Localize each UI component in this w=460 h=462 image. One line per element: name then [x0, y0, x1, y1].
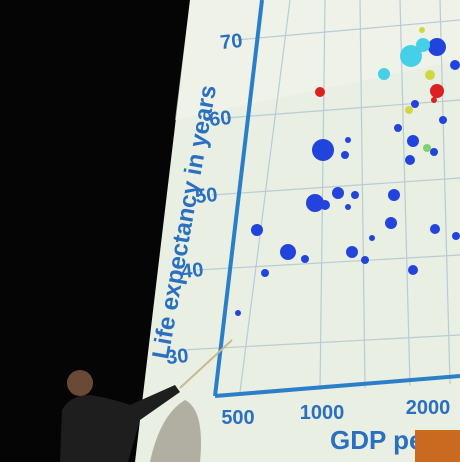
- colored-bubbles: [315, 27, 444, 152]
- x-ticks: 500 1000 2000: [221, 397, 450, 429]
- presenter-shadow: [150, 400, 201, 462]
- podium: [415, 430, 460, 462]
- presenter: [60, 385, 180, 462]
- y-tick-label: 60: [208, 107, 232, 131]
- bubbles: [235, 38, 460, 316]
- y-ticks: 70 60 50 40 30: [165, 30, 243, 369]
- y-tick-label: 40: [180, 259, 204, 283]
- presenter-head: [67, 370, 93, 396]
- x-tick-label: 500: [221, 407, 254, 429]
- y-tick-label: 70: [219, 30, 243, 54]
- axes: [213, 0, 460, 398]
- x-tick-label: 2000: [406, 397, 451, 419]
- grid: [181, 0, 460, 393]
- pointer: [179, 339, 233, 389]
- screen-glare: [175, 0, 460, 120]
- y-tick-label: 30: [165, 345, 189, 369]
- y-tick-label: 50: [194, 184, 218, 208]
- projection-screen: [135, 0, 460, 462]
- x-tick-label: 1000: [300, 402, 345, 424]
